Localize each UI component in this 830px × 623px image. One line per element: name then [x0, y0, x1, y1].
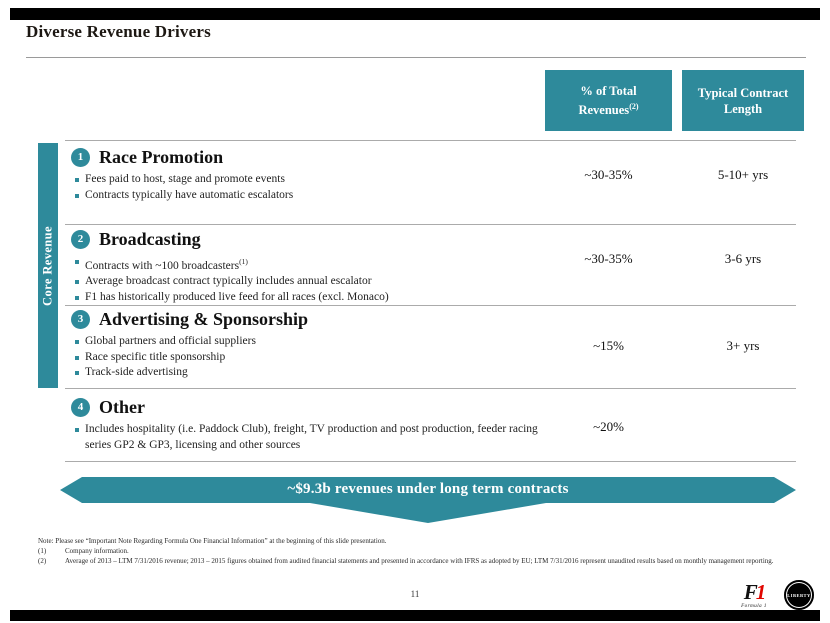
bullet-list: Includes hospitality (i.e. Paddock Club)…: [65, 422, 545, 453]
f1-logo-subtext: Formula 1: [741, 604, 767, 609]
bullet-text: Fees paid to host, stage and promote eve…: [85, 173, 285, 185]
footnote-item: (1) Company information.: [38, 546, 796, 556]
bullet-item: Contracts with ~100 broadcasters(1): [75, 254, 545, 274]
page-number: 11: [410, 589, 420, 599]
section-number-badge: 2: [71, 230, 90, 249]
f1-logo-mark: F1: [730, 582, 778, 603]
contract-value: 5-10+ yrs: [717, 167, 769, 182]
bullet-text: Global partners and official suppliers: [85, 335, 256, 347]
footnote-text: Company information.: [65, 547, 129, 555]
separator: [65, 140, 796, 141]
col-header-revenues-line2: Revenues(2): [578, 99, 638, 118]
f1-logo: F1 Formula 1: [730, 582, 778, 610]
section-broadcasting: 2 Broadcasting Contracts with ~100 broad…: [65, 227, 796, 305]
footnote-ref: (2): [629, 101, 639, 111]
bullet-text: Race specific title sponsorship: [85, 350, 226, 363]
col-header-contract: Typical Contract Length: [682, 70, 804, 131]
f1-logo-f: F: [743, 580, 758, 604]
footnote-note: Note: Please see “Important Note Regardi…: [38, 537, 387, 545]
bullet-item: Contracts typically have automatic escal…: [75, 188, 545, 204]
section-title: Other: [99, 397, 145, 417]
bullet-item: F1 has historically produced live feed f…: [75, 290, 545, 306]
revenue-value: ~20%: [593, 419, 624, 434]
banner-arrow-shape: [60, 477, 796, 523]
revenue-value: ~15%: [593, 338, 624, 353]
revenue-value: ~30-35%: [584, 251, 633, 266]
footnote-number: (1): [38, 547, 47, 555]
col-header-revenues: % of Total Revenues(2): [545, 70, 672, 131]
bullet-text: Contracts with ~100 broadcasters: [85, 259, 240, 272]
bullet-list: Global partners and official suppliers R…: [65, 334, 545, 381]
f1-logo-one: 1: [755, 580, 766, 604]
footnote-item: (2) Average of 2013 – LTM 7/31/2016 reve…: [38, 556, 796, 566]
footnotes: Note: Please see “Important Note Regardi…: [38, 536, 796, 566]
banner-text: ~$9.3b revenues under long term contract…: [287, 481, 569, 497]
footnote-number: (2): [38, 557, 47, 565]
liberty-logo-text: LIBERTY: [787, 592, 811, 598]
section-number-badge: 1: [71, 148, 90, 167]
bullet-item: Race specific title sponsorship: [75, 350, 545, 366]
col-header-revenues-line1: % of Total: [580, 83, 637, 98]
section-other: 4 Other Includes hospitality (i.e. Paddo…: [65, 395, 796, 453]
bullet-text: Track-side advertising: [85, 366, 188, 378]
col-header-contract-line2: Length: [723, 101, 763, 116]
title-divider: [26, 57, 806, 58]
col-header-contract-line1: Typical Contract: [697, 85, 789, 100]
contract-value: 3-6 yrs: [724, 251, 762, 266]
separator: [65, 305, 796, 306]
bullet-item: Global partners and official suppliers: [75, 334, 545, 350]
core-revenue-sidebar: Core Revenue: [38, 143, 58, 388]
section-title: Advertising & Sponsorship: [99, 309, 309, 329]
col-header-revenues-text: Revenues: [578, 103, 630, 118]
bottom-bar: [10, 610, 820, 621]
core-revenue-label: Core Revenue: [40, 225, 55, 306]
bullet-text: Contracts typically have automatic escal…: [85, 188, 294, 201]
contract-value: 3+ yrs: [726, 338, 760, 353]
section-number-badge: 4: [71, 398, 90, 417]
section-number-badge: 3: [71, 310, 90, 329]
separator: [65, 461, 796, 462]
section-title: Broadcasting: [99, 229, 201, 249]
bullet-item: Fees paid to host, stage and promote eve…: [75, 172, 545, 188]
bullet-item: Average broadcast contract typically inc…: [75, 274, 545, 290]
footnote-ref: (1): [239, 257, 248, 266]
section-advertising-sponsorship: 3 Advertising & Sponsorship Global partn…: [65, 307, 796, 381]
banner-ribbon: ~$9.3b revenues under long term contract…: [60, 477, 796, 523]
liberty-media-logo: LIBERTY: [784, 580, 814, 610]
bullet-item: Includes hospitality (i.e. Paddock Club)…: [75, 422, 545, 453]
section-race-promotion: 1 Race Promotion Fees paid to host, stag…: [65, 145, 796, 203]
bullet-text: Includes hospitality (i.e. Paddock Club)…: [85, 423, 538, 451]
bullet-list: Fees paid to host, stage and promote eve…: [65, 172, 545, 203]
separator: [65, 224, 796, 225]
bullet-item: Track-side advertising: [75, 365, 545, 381]
page-title: Diverse Revenue Drivers: [26, 22, 211, 41]
footnote-text: Average of 2013 – LTM 7/31/2016 revenue;…: [65, 557, 774, 565]
bullet-text: F1 has historically produced live feed f…: [85, 290, 389, 303]
bullet-text: Average broadcast contract typically inc…: [85, 275, 372, 288]
bullet-list: Contracts with ~100 broadcasters(1) Aver…: [65, 254, 545, 305]
revenue-value: ~30-35%: [584, 167, 633, 182]
separator: [65, 388, 796, 389]
top-bar: [10, 8, 820, 20]
section-title: Race Promotion: [99, 147, 224, 167]
